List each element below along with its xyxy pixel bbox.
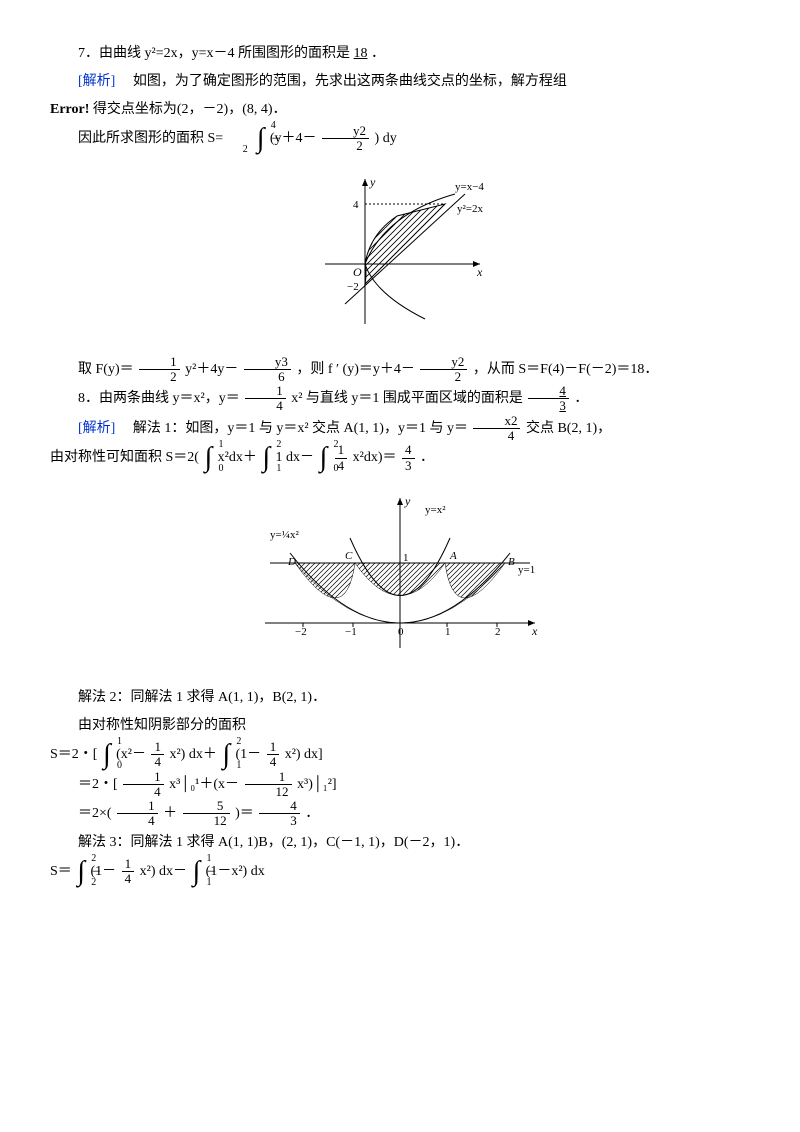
p8-s3a: ＝2・[ — [78, 777, 118, 792]
fig2-m2: −2 — [295, 626, 307, 638]
p7-F: 取 F(y)＝ 12 y²＋4y－ y36 ，则 f ′ (y)＝y＋4－ y2… — [50, 355, 750, 385]
fig2-m1: −1 — [345, 626, 357, 638]
frac-x2-4: x24 — [473, 414, 520, 444]
fig1-y: y — [369, 175, 376, 189]
fig2-A: A — [449, 550, 457, 562]
frac-1-4e: 14 — [123, 770, 164, 800]
p8-s2c: x²) dx＋ — [169, 747, 216, 762]
fig1-m2: −2 — [347, 281, 359, 293]
p7-analysis: [解析] 如图，为了确定图形的范围，先求出这两条曲线交点的坐标，解方程组 — [50, 68, 750, 96]
p7-F-a: y²＋4y－ — [185, 362, 238, 377]
integral-icon: ∫4－2 — [229, 125, 265, 153]
p8-s4a: ＝2×( — [78, 806, 112, 821]
p8-qa: 8．由两条曲线 y＝x²，y＝ — [78, 391, 240, 406]
p8-s4b: )＝ — [235, 806, 254, 821]
p8-period: ． — [574, 391, 588, 406]
int-01b: ∫10 — [103, 741, 111, 769]
fig2-B: B — [508, 556, 515, 568]
frac-5-12: 512 — [183, 799, 230, 829]
p7-area-b: ) dy — [375, 131, 397, 146]
frac-4-3b: 43 — [402, 443, 415, 473]
analysis-label-2: [解析] — [78, 421, 129, 436]
frac-1-4g: 14 — [122, 857, 135, 887]
p7-question: 7．由曲线 y²=2x，y=x－4 所围图形的面积是 18 ． — [50, 40, 750, 68]
p8-s5a: S＝ — [50, 864, 72, 879]
int-m1-1: ∫1－1 — [193, 858, 201, 886]
frac-1-2: 12 — [139, 355, 180, 385]
int-12: ∫21 — [262, 444, 270, 472]
fig2-x: x — [531, 624, 538, 638]
fig1-o: O — [353, 265, 362, 279]
fig2-0: 0 — [398, 626, 404, 638]
int-01: ∫10 — [204, 444, 212, 472]
fig2-y1: y=1 — [518, 564, 535, 576]
fig1-4: 4 — [353, 199, 359, 211]
frac-1-4f: 14 — [117, 799, 158, 829]
p7-text: 7．由曲线 y²=2x，y=x－4 所围图形的面积是 — [78, 46, 350, 61]
fig2-C: C — [345, 550, 353, 562]
p8-m1: [解析] 解法 1：如图，y＝1 与 y＝x² 交点 A(1, 1)，y＝1 与… — [50, 414, 750, 444]
frac-1-4: 14 — [245, 384, 286, 414]
frac-4-3c: 43 — [259, 799, 300, 829]
analysis-label: [解析] — [78, 74, 129, 89]
p8-sym-c: x²dx)＝ — [353, 450, 397, 465]
frac-y2-2b: y22 — [420, 355, 467, 385]
int-02: ∫20 — [320, 444, 328, 472]
frac-1-12: 112 — [245, 770, 292, 800]
p7-period: ． — [371, 46, 385, 61]
p8-sym-intro: 由对称性可知面积 S＝2( — [50, 450, 199, 465]
fig2-y14x2: y=¼x² — [270, 529, 299, 541]
p8-s3c: x³)│₁²] — [297, 777, 337, 792]
p8-s4: ＝2×( 14 ＋ 512 )＝ 43 ． — [50, 799, 750, 829]
fig1-y2x: y²=2x — [457, 203, 484, 215]
fig2-2: 2 — [495, 626, 501, 638]
int-m2-2: ∫2－2 — [77, 858, 85, 886]
fig2-ty1: 1 — [403, 552, 409, 564]
p7-area-intro: 因此所求图形的面积 S= — [78, 131, 223, 146]
p8-qb: x² 与直线 y＝1 围成平面区域的面积是 — [291, 391, 523, 406]
p8-m1a: 解法 1：如图，y＝1 与 y＝x² 交点 A(1, 1)，y＝1 与 y＝ — [133, 421, 468, 436]
int-12b: ∫21 — [222, 741, 230, 769]
p8-s2e: x²) dx] — [285, 747, 323, 762]
p8-question: 8．由两条曲线 y＝x²，y＝ 14 x² 与直线 y＝1 围成平面区域的面积是… — [50, 384, 750, 414]
p8-s3b: x³│₀¹＋(x－ — [169, 777, 239, 792]
fig1-yx4: y=x−4 — [455, 181, 484, 193]
p8-sym-a: x²dx＋ — [218, 450, 257, 465]
p8-s2: S＝2・[ ∫10 (x²－ 14 x²) dx＋ ∫21 (1－ 14 x²)… — [50, 740, 750, 770]
p7-err-tail: 得交点坐标为(2，－2)，(8, 4)． — [93, 102, 287, 117]
p8-period3: ． — [305, 806, 319, 821]
p8-sym-b: 1 dx－ — [276, 450, 315, 465]
frac-y3-6: y36 — [244, 355, 291, 385]
p7-answer: 18 — [354, 46, 368, 61]
p7-ana-text: 如图，为了确定图形的范围，先求出这两条曲线交点的坐标，解方程组 — [133, 74, 567, 89]
fig2-D: D — [287, 556, 296, 568]
frac-4-3: 43 — [528, 384, 569, 414]
p7-F-intro: 取 F(y)＝ — [78, 362, 134, 377]
p8-s2a: S＝2・[ — [50, 747, 97, 762]
p7-F-b: ，则 f ′ (y)＝y＋4－ — [296, 362, 415, 377]
figure-1: y=x−4 y²=2x y x O 4 −2 — [50, 164, 750, 345]
p8-m3a: 解法 3：同解法 1 求得 A(1, 1)B，(2, 1)，C(－1, 1)，D… — [50, 829, 750, 857]
fig2-1: 1 — [445, 626, 451, 638]
p8-s3: ＝2・[ 14 x³│₀¹＋(x－ 112 x³)│₁²] — [50, 770, 750, 800]
fig1-x: x — [476, 265, 483, 279]
frac-1-4c: 14 — [151, 740, 164, 770]
frac-1-4d: 14 — [267, 740, 280, 770]
p8-sym: 由对称性可知面积 S＝2( ∫10 x²dx＋ ∫21 1 dx－ ∫20 14… — [50, 443, 750, 473]
p7-F-c: ，从而 S＝F(4)－F(－2)＝18． — [473, 362, 659, 377]
error-label: Error! — [50, 102, 89, 117]
p8-m2a: 解法 2：同解法 1 求得 A(1, 1)，B(2, 1)． — [50, 684, 750, 712]
p7-area-formula: 因此所求图形的面积 S= ∫4－2 (y＋4－ y22 ) dy — [50, 124, 750, 154]
fig2-yx2: y=x² — [425, 504, 446, 516]
fig2-y: y — [404, 494, 411, 508]
p8-s5c: x²) dx－ — [140, 864, 187, 879]
p8-period2: ． — [420, 450, 434, 465]
p8-s5: S＝ ∫2－2 (1－ 14 x²) dx－ ∫1－1 (1－x²) dx — [50, 857, 750, 887]
figure-2: y=x² y=¼x² y x A B C D y=1 0 1 2 −1 −2 1 — [50, 483, 750, 674]
p8-m2b: 由对称性知阴影部分的面积 — [50, 712, 750, 740]
p8-m1b: 交点 B(2, 1)， — [526, 421, 611, 436]
p7-error-line: Error! 得交点坐标为(2，－2)，(8, 4)． — [50, 96, 750, 124]
frac-y2-2: y22 — [322, 124, 369, 154]
p8-s4plus: ＋ — [163, 806, 177, 821]
